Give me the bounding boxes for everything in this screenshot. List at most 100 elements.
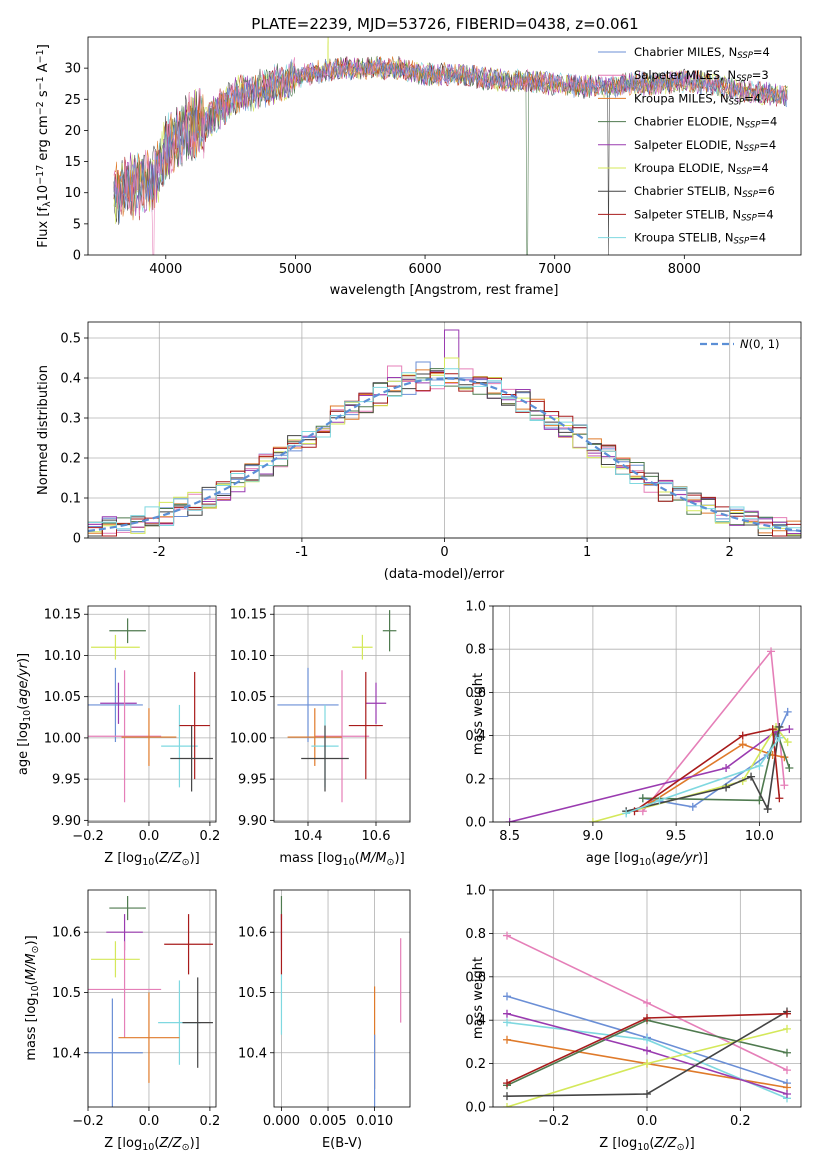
- y-tick-label: 10.5: [52, 986, 81, 1001]
- weight-marker: [643, 1035, 651, 1044]
- y-tick-label: 10.05: [44, 690, 81, 705]
- weight-marker: [768, 725, 777, 734]
- weight-marker: [505, 818, 514, 822]
- weight-marker: [503, 1018, 511, 1027]
- y-tick-label: 0.8: [465, 927, 486, 942]
- weight-line: [625, 737, 781, 815]
- age-vs-Z-axes: −0.2 0.0 0.2 9.90 9.95 10.00 10.05 10.10 10.15: [44, 605, 221, 844]
- histogram-step-kroupa-stelib: [88, 368, 801, 530]
- axes-frame: [87, 36, 802, 256]
- weight-line: [650, 743, 785, 804]
- errorbar-point-kroupa-elodie: [352, 634, 373, 660]
- weight-marker: [503, 992, 511, 1001]
- x-tick-label: 0.0: [637, 1114, 658, 1129]
- x-tick-label: 5000: [279, 262, 312, 277]
- legend-label: Salpeter MILES, NSSP=3: [634, 68, 769, 84]
- weight-marker: [775, 794, 784, 803]
- weight-marker: [763, 805, 772, 814]
- y-tick-label: 10.10: [44, 649, 81, 664]
- mass-weight-vs-age-marks: [505, 647, 794, 822]
- legend-label: Salpeter ELODIE, NSSP=4: [634, 138, 776, 154]
- errorbar-point-salpeter-stelib: [179, 671, 210, 780]
- weight-series-salpeter-elodie: [503, 1009, 791, 1098]
- y-tick-label: 10.5: [238, 986, 267, 1001]
- weight-marker: [503, 1103, 511, 1107]
- weight-marker: [503, 931, 511, 940]
- errorbar-point-chabrier-stelib: [301, 725, 349, 792]
- legend-label: Chabrier STELIB, NSSP=6: [634, 184, 775, 200]
- spectrum-line-kroupa-miles: [113, 56, 788, 221]
- y-tick-label: 10.10: [230, 649, 267, 664]
- x-tick-label: -2: [153, 545, 166, 560]
- figure-title: PLATE=2239, MJD=53726, FIBERID=0438, z=0…: [251, 15, 638, 33]
- errorbar-point-salpeter-stelib: [164, 914, 213, 975]
- spectrum-legend: Chabrier MILES, NSSP=4 Salpeter MILES, NS…: [598, 45, 777, 247]
- x-tick-label: 4000: [149, 262, 182, 277]
- residual-histogram-marks: [88, 329, 801, 537]
- weight-marker: [783, 1024, 791, 1033]
- x-tick-label: 8.5: [499, 829, 520, 844]
- x-tick-label: 7000: [538, 262, 571, 277]
- x-tick-label: 9.0: [583, 829, 604, 844]
- weight-marker: [785, 764, 794, 772]
- y-tick-label: 10.00: [230, 731, 267, 746]
- weight-marker: [755, 796, 764, 805]
- weight-marker: [738, 740, 747, 749]
- y-tick-label: 10.6: [52, 926, 81, 941]
- x-tick-label: -1: [295, 545, 308, 560]
- errorbar-point-chabrier-elodie: [109, 618, 146, 644]
- weight-marker: [785, 725, 794, 734]
- y-tick-label: 5: [73, 217, 81, 232]
- age-vs-mass-marks: [277, 610, 397, 803]
- x-tick-label: 0.010: [356, 1114, 393, 1129]
- weight-marker: [775, 733, 784, 742]
- errorbar-point-salpeter-elodie: [365, 682, 387, 724]
- axes-frame: [87, 889, 217, 1108]
- axes-frame: [273, 889, 411, 1108]
- y-tick-label: 0.2: [465, 772, 486, 787]
- mass-z-x-label: Z [log10(Z/Z⊙)]: [104, 1136, 199, 1153]
- legend-label: Chabrier ELODIE, NSSP=4: [634, 115, 777, 131]
- x-tick-label: −0.2: [72, 829, 104, 844]
- mass-z-y-label: mass [log10(M/M⊙)]: [24, 935, 41, 1060]
- y-tick-label: 10.00: [44, 731, 81, 746]
- y-tick-label: 10.05: [230, 690, 267, 705]
- spectrum-x-label: wavelength [Angstrom, rest frame]: [330, 283, 559, 298]
- mass-vs-Z-axes: −0.2 0.0 0.2 10.4 10.5 10.6: [52, 889, 221, 1129]
- histogram-x-label: (data-model)/error: [384, 567, 505, 582]
- weight-marker: [783, 738, 792, 747]
- errorbar-point-chabrier-miles: [88, 998, 143, 1107]
- weight-marker: [503, 1079, 511, 1088]
- weight-series-salpeter-miles: [503, 931, 791, 1075]
- y-tick-label: 0.1: [60, 492, 81, 507]
- errorbar-point-salpeter-miles: [88, 941, 162, 1038]
- y-tick-label: 0.6: [465, 970, 486, 985]
- weight-marker: [655, 796, 664, 805]
- x-tick-label: 0.2: [200, 1114, 221, 1129]
- errorbar-point-chabrier-elodie: [109, 896, 146, 921]
- x-tick-label: 8000: [668, 262, 701, 277]
- x-tick-label: 0.2: [730, 1114, 751, 1129]
- y-tick-label: 1.0: [465, 600, 486, 615]
- errorbar-point-salpeter-miles: [88, 670, 162, 803]
- x-tick-label: −0.2: [72, 1114, 104, 1129]
- mass-vs-ebv-axes: 0.000 0.005 0.010 10.4 10.5 10.6: [238, 889, 411, 1129]
- weight-marker: [588, 818, 597, 822]
- weight-series-salpeter-stelib: [630, 725, 784, 816]
- weight-marker: [688, 802, 697, 811]
- weight-line: [642, 711, 789, 808]
- weight-series-kroupa-elodie: [503, 1024, 791, 1107]
- weight-marker: [503, 1035, 511, 1044]
- weight-series-salpeter-elodie: [505, 725, 794, 822]
- axes-frame: [273, 605, 411, 823]
- y-tick-label: 0.0: [465, 816, 486, 831]
- weight-marker: [503, 1009, 511, 1018]
- y-tick-label: 10.15: [230, 608, 267, 623]
- histogram-step-salpeter-elodie: [88, 329, 801, 534]
- x-tick-label: 0.2: [200, 829, 221, 844]
- mass-vs-ebv-marks: [280, 896, 402, 1107]
- weight-marker: [747, 772, 756, 781]
- weight-marker: [643, 998, 651, 1007]
- y-tick-label: 9.95: [52, 773, 81, 788]
- mass-vs-Z-marks: [88, 896, 213, 1107]
